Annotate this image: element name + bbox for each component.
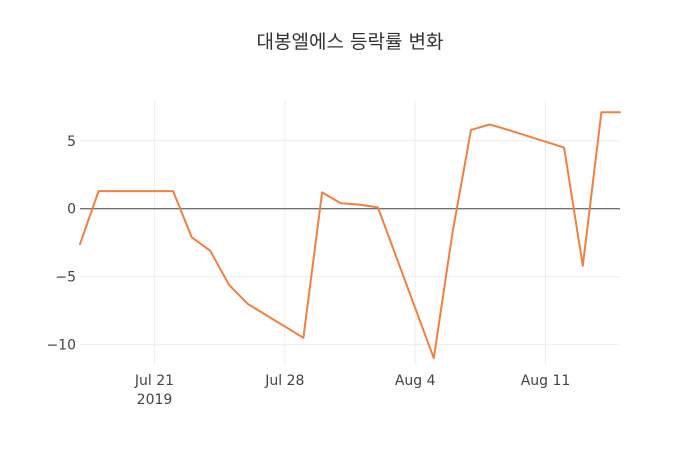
grid: [80, 100, 620, 365]
chart-title: 대봉엘에스 등락률 변화: [257, 31, 444, 53]
y-tick-label: 0: [67, 202, 76, 218]
x-tick-sublabel: 2019: [137, 392, 173, 408]
axes: Jul 21 2019 Jul 28 Aug 4 Aug 11 5 0 −5 −10: [46, 134, 620, 408]
x-tick-label: Aug 4: [395, 373, 436, 389]
x-tick-label: Aug 11: [521, 373, 571, 389]
y-tick-label: 5: [67, 134, 76, 150]
x-tick-label: Jul 21: [134, 373, 174, 389]
series-layer: [79, 111, 621, 360]
y-tick-label: −5: [55, 270, 76, 286]
series-line: [79, 111, 621, 360]
x-tick-label: Jul 28: [264, 373, 304, 389]
y-tick-label: −10: [46, 338, 76, 354]
